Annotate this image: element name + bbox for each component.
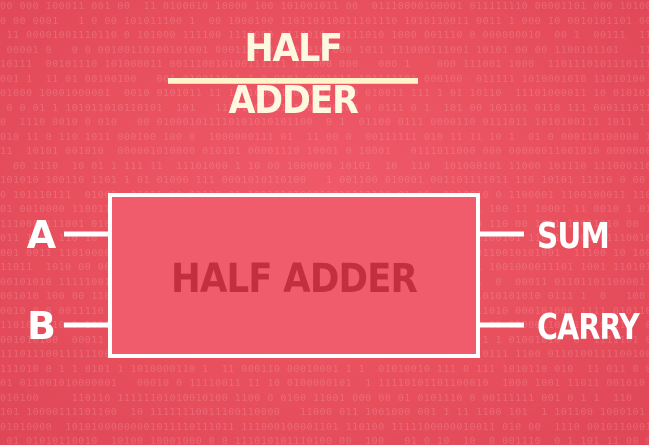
half-adder-block-label: HALF ADDER [171,256,417,302]
output-sum-label: SUM [537,216,609,257]
output-carry-label: CARRY [537,307,641,348]
input-a-label: A [27,213,57,257]
input-b-label: B [27,304,55,348]
